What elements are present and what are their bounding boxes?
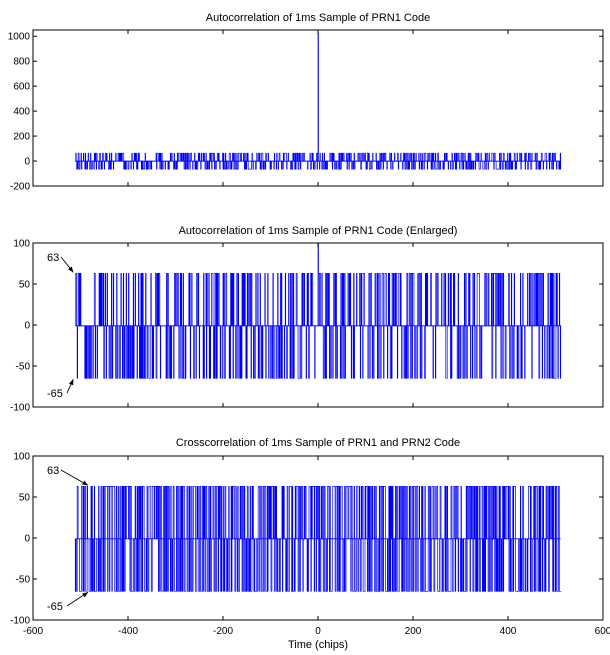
chart-panel-2: Autocorrelation of 1ms Sample of PRN1 Co… — [10, 225, 604, 414]
chart-title: Crosscorrelation of 1ms Sample of PRN1 a… — [176, 437, 460, 449]
chart-title: Autocorrelation of 1ms Sample of PRN1 Co… — [206, 12, 430, 24]
x-tick-label: 600 — [595, 626, 610, 637]
annotation-arrowhead — [68, 266, 74, 273]
y-tick-label: -100 — [10, 403, 30, 414]
annotation-label: 63 — [47, 252, 59, 264]
series-line — [75, 33, 562, 170]
y-tick-label: 400 — [13, 107, 30, 118]
y-tick-label: 0 — [24, 321, 30, 332]
y-tick-label: 0 — [24, 157, 30, 168]
y-tick-label: 100 — [13, 452, 30, 463]
x-tick-label: -400 — [118, 626, 138, 637]
chart-panel-3: Crosscorrelation of 1ms Sample of PRN1 a… — [10, 437, 610, 651]
series-line — [74, 485, 562, 592]
x-tick-label: 200 — [405, 626, 422, 637]
x-tick-label: -200 — [213, 626, 233, 637]
y-tick-label: -100 — [10, 616, 30, 627]
y-tick-label: 50 — [19, 280, 31, 291]
y-tick-label: 0 — [24, 534, 30, 545]
y-tick-label: 200 — [13, 132, 30, 143]
annotation-label: 63 — [47, 465, 59, 477]
series-line — [75, 243, 562, 379]
annotation-arrowhead — [82, 480, 88, 486]
chart-title: Autocorrelation of 1ms Sample of PRN1 Co… — [179, 225, 458, 237]
y-tick-label: 1000 — [8, 32, 31, 43]
x-tick-label: 0 — [315, 626, 321, 637]
y-tick-label: 50 — [19, 493, 31, 504]
y-tick-label: -50 — [16, 575, 31, 586]
y-tick-label: 100 — [13, 239, 30, 250]
y-tick-label: -50 — [16, 362, 31, 373]
chart-panel-1: Autocorrelation of 1ms Sample of PRN1 Co… — [8, 12, 604, 193]
annotation-arrowhead — [68, 379, 74, 386]
y-tick-label: 800 — [13, 57, 30, 68]
annotation-arrowhead — [82, 592, 88, 598]
x-axis-label: Time (chips) — [288, 639, 348, 651]
x-tick-label: -600 — [23, 626, 43, 637]
x-tick-label: 400 — [500, 626, 517, 637]
y-tick-label: -200 — [10, 182, 30, 193]
annotation-label: -65 — [47, 388, 63, 400]
annotation-label: -65 — [47, 601, 63, 613]
y-tick-label: 600 — [13, 82, 30, 93]
